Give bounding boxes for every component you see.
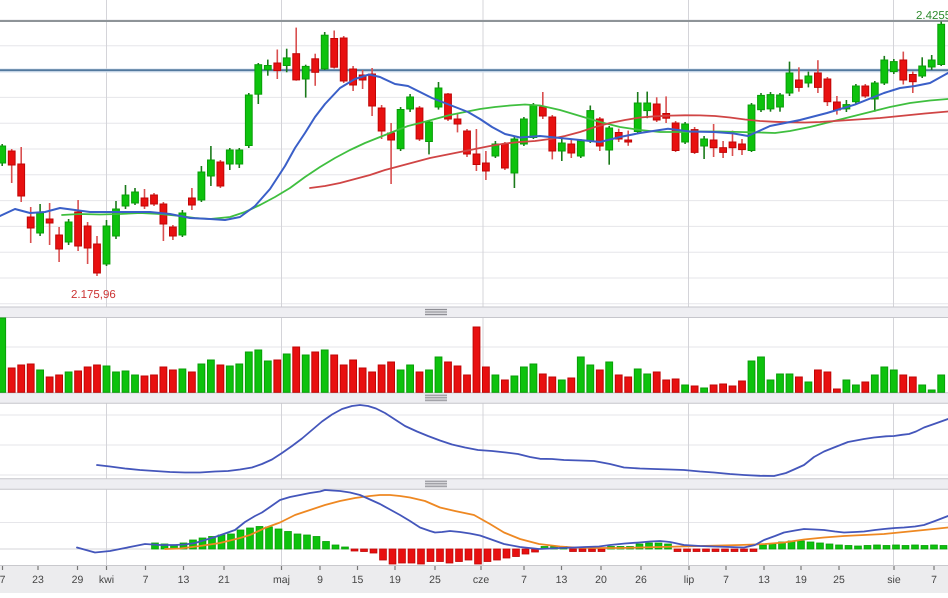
svg-text:15: 15 <box>352 574 364 586</box>
svg-text:25: 25 <box>833 574 845 586</box>
svg-text:26: 26 <box>635 574 647 586</box>
svg-text:21: 21 <box>218 574 230 586</box>
svg-text:20: 20 <box>595 574 607 586</box>
svg-text:19: 19 <box>795 574 807 586</box>
svg-text:sie: sie <box>887 574 901 586</box>
svg-text:7: 7 <box>521 574 527 586</box>
svg-text:9: 9 <box>317 574 323 586</box>
svg-text:13: 13 <box>556 574 568 586</box>
svg-text:13: 13 <box>758 574 770 586</box>
svg-text:7: 7 <box>143 574 149 586</box>
svg-text:23: 23 <box>32 574 44 586</box>
svg-text:25: 25 <box>429 574 441 586</box>
svg-text:13: 13 <box>178 574 190 586</box>
svg-text:cze: cze <box>473 574 490 586</box>
svg-text:7: 7 <box>723 574 729 586</box>
svg-text:2.175,96: 2.175,96 <box>71 289 116 301</box>
svg-text:kwi: kwi <box>99 574 114 586</box>
svg-text:lip: lip <box>684 574 695 586</box>
svg-text:19: 19 <box>389 574 401 586</box>
svg-text:2.4255: 2.4255 <box>916 10 948 22</box>
svg-text:7: 7 <box>931 574 937 586</box>
svg-text:maj: maj <box>273 574 290 586</box>
svg-text:29: 29 <box>72 574 84 586</box>
svg-text:7: 7 <box>0 574 6 586</box>
